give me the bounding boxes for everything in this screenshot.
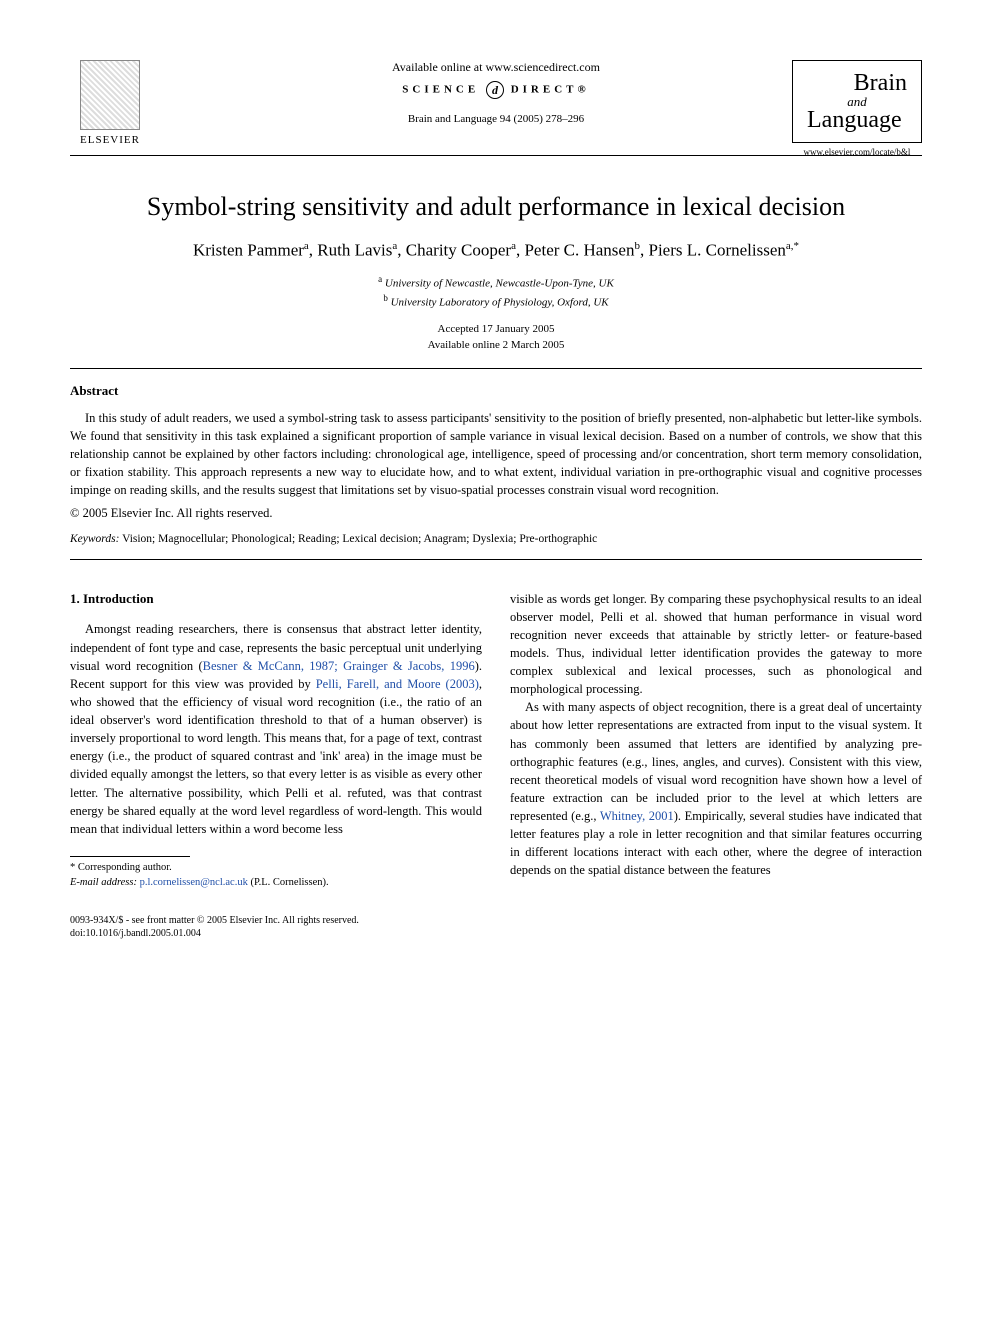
footer-front-matter: 0093-934X/$ - see front matter © 2005 El…: [70, 914, 922, 927]
journal-logo-block: Brain and Language www.elsevier.com/loca…: [792, 60, 922, 157]
email-label: E-mail address:: [70, 877, 137, 888]
footnote-separator: [70, 856, 190, 857]
article-title: Symbol-string sensitivity and adult perf…: [70, 192, 922, 222]
divider-before-abstract: [70, 368, 922, 369]
intro-p2: As with many aspects of object recogniti…: [510, 698, 922, 879]
intro-p1-continued: visible as words get longer. By comparin…: [510, 590, 922, 699]
intro-p1: Amongst reading researchers, there is co…: [70, 620, 482, 838]
divider-after-keywords: [70, 559, 922, 560]
abstract-copyright: © 2005 Elsevier Inc. All rights reserved…: [70, 506, 922, 521]
corresponding-footnote: * Corresponding author. E-mail address: …: [70, 861, 482, 890]
publisher-name: ELSEVIER: [70, 134, 150, 146]
publisher-logo-block: ELSEVIER: [70, 60, 150, 146]
body-columns: 1. Introduction Amongst reading research…: [70, 590, 922, 891]
authors-line: Kristen Pammera, Ruth Lavisa, Charity Co…: [70, 240, 922, 261]
keywords-label: Keywords:: [70, 533, 119, 545]
ref-pelli[interactable]: Pelli, Farell, and Moore (2003): [316, 677, 479, 691]
keywords-list: Vision; Magnocellular; Phonological; Rea…: [122, 533, 597, 545]
affiliation-b: b University Laboratory of Physiology, O…: [70, 292, 922, 311]
intro-p2-a: As with many aspects of object recogniti…: [510, 700, 922, 823]
journal-url[interactable]: www.elsevier.com/locate/b&l: [792, 147, 922, 157]
keywords-line: Keywords: Vision; Magnocellular; Phonolo…: [70, 533, 922, 545]
accepted-date: Accepted 17 January 2005: [70, 321, 922, 338]
intro-heading: 1. Introduction: [70, 590, 482, 609]
affiliations: a University of Newcastle, Newcastle-Upo…: [70, 273, 922, 311]
elsevier-tree-icon: [80, 60, 140, 130]
intro-p1-c: , who showed that the efficiency of visu…: [70, 677, 482, 836]
corresponding-email[interactable]: p.l.cornelissen@ncl.ac.uk: [140, 877, 248, 888]
ref-whitney[interactable]: Whitney, 2001: [600, 809, 674, 823]
journal-header: ELSEVIER Brain and Language www.elsevier…: [70, 60, 922, 125]
sd-left: SCIENCE: [402, 84, 479, 96]
email-after: (P.L. Cornelissen).: [250, 877, 328, 888]
ref-besner-grainger[interactable]: Besner & McCann, 1987; Grainger & Jacobs…: [203, 659, 475, 673]
journal-logo-language: Language: [799, 108, 915, 132]
footer-doi: doi:10.1016/j.bandl.2005.01.004: [70, 927, 922, 940]
sd-d-icon: d: [486, 81, 504, 99]
article-dates: Accepted 17 January 2005 Available onlin…: [70, 321, 922, 354]
abstract-heading: Abstract: [70, 383, 922, 399]
affiliation-a: a University of Newcastle, Newcastle-Upo…: [70, 273, 922, 292]
sd-right: DIRECT®: [511, 84, 590, 96]
online-date: Available online 2 March 2005: [70, 337, 922, 354]
corresponding-label: * Corresponding author.: [70, 861, 482, 876]
journal-logo-box: Brain and Language: [792, 60, 922, 143]
journal-logo-brain: Brain: [799, 71, 915, 95]
abstract-body: In this study of adult readers, we used …: [70, 409, 922, 500]
page-footer: 0093-934X/$ - see front matter © 2005 El…: [70, 914, 922, 940]
